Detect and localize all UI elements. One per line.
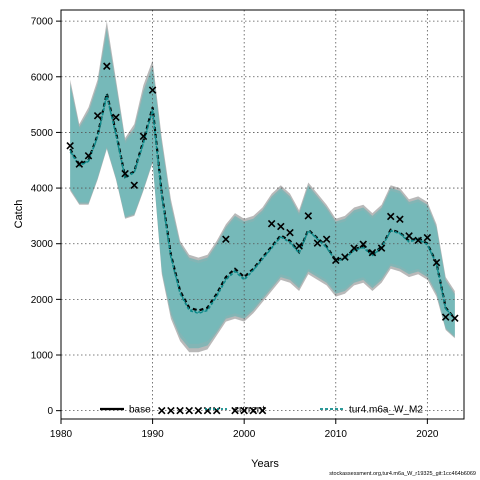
observed-point [304,212,313,220]
observed-point [258,406,267,415]
legend: base current tur4.m6a_W_M2 [100,405,423,416]
legend-label: current [234,405,265,416]
line-base [69,93,456,320]
legend-label: tur4.m6a_W_M2 [349,405,423,416]
observed-point [139,132,148,141]
legend-item-tur4.m6a_W_M2: tur4.m6a_W_M2 [320,405,423,416]
y-tick-label: 7000 [31,17,54,28]
observed-markers [66,62,459,415]
x-tick-label: 2010 [325,429,348,440]
observed-point [231,406,239,415]
observed-point [240,406,248,415]
y-tick-label: 6000 [31,72,54,83]
observed-point [451,314,459,323]
y-tick-label: 1000 [31,351,54,362]
observed-point [267,219,276,228]
x-tick-label: 1980 [50,429,73,440]
observed-point [359,240,368,249]
x-axis-ticks: 1980 1990 2000 2010 2020 [50,419,439,440]
observed-point [313,239,322,247]
observed-point [377,244,386,252]
band-tur4.m6a_W_M2 [70,27,455,349]
observed-point [121,169,129,178]
observed-point [350,244,358,252]
observed-point [341,253,349,261]
y-tick-label: 2000 [31,295,54,306]
legend-item-current: current [205,405,265,416]
observed-point [84,152,93,160]
observed-point [222,235,230,244]
observed-point [441,313,450,321]
observed-point [148,86,157,94]
observed-point [322,235,331,244]
observed-point [194,406,203,415]
observed-point [66,142,74,150]
footer-text: stockassessment.org,tur4.m6a_W_r19325_gi… [329,471,476,477]
observed-point [396,215,404,223]
observed-point [295,242,303,250]
plot-frame [60,9,465,420]
observed-point [185,406,193,415]
line-tur4.m6a_W_M2 [69,94,456,320]
y-axis-title: Catch [13,200,25,229]
observed-point [112,113,120,122]
observed-point [249,406,258,415]
observed-point [405,232,413,240]
observed-point [332,256,340,265]
legend-label: base [129,405,151,416]
observed-point [93,111,102,120]
observed-point [368,248,377,257]
observed-point [423,233,432,242]
observed-point [432,258,441,267]
observed-point [414,236,422,245]
y-tick-label: 3000 [31,239,54,250]
observed-point [130,181,139,190]
observed-point [286,228,294,237]
x-tick-label: 2000 [233,429,256,440]
observed-point [75,160,84,168]
x-tick-label: 1990 [141,429,164,440]
observed-point [167,406,175,415]
observed-point [277,222,285,231]
observed-point [157,406,166,415]
observed-point [103,62,111,70]
y-axis-ticks: 0 1000 2000 3000 4000 5000 6000 7000 [31,17,61,417]
observed-point [176,406,184,415]
x-axis-title: Years [251,458,279,470]
observed-point [386,212,395,221]
y-tick-label: 4000 [31,184,54,195]
confidence-bands [70,21,455,353]
x-tick-label: 2020 [416,429,439,440]
y-tick-label: 5000 [31,128,54,139]
legend-item-base: base [100,405,151,416]
y-tick-label: 0 [47,406,53,417]
series-lines [69,93,456,320]
